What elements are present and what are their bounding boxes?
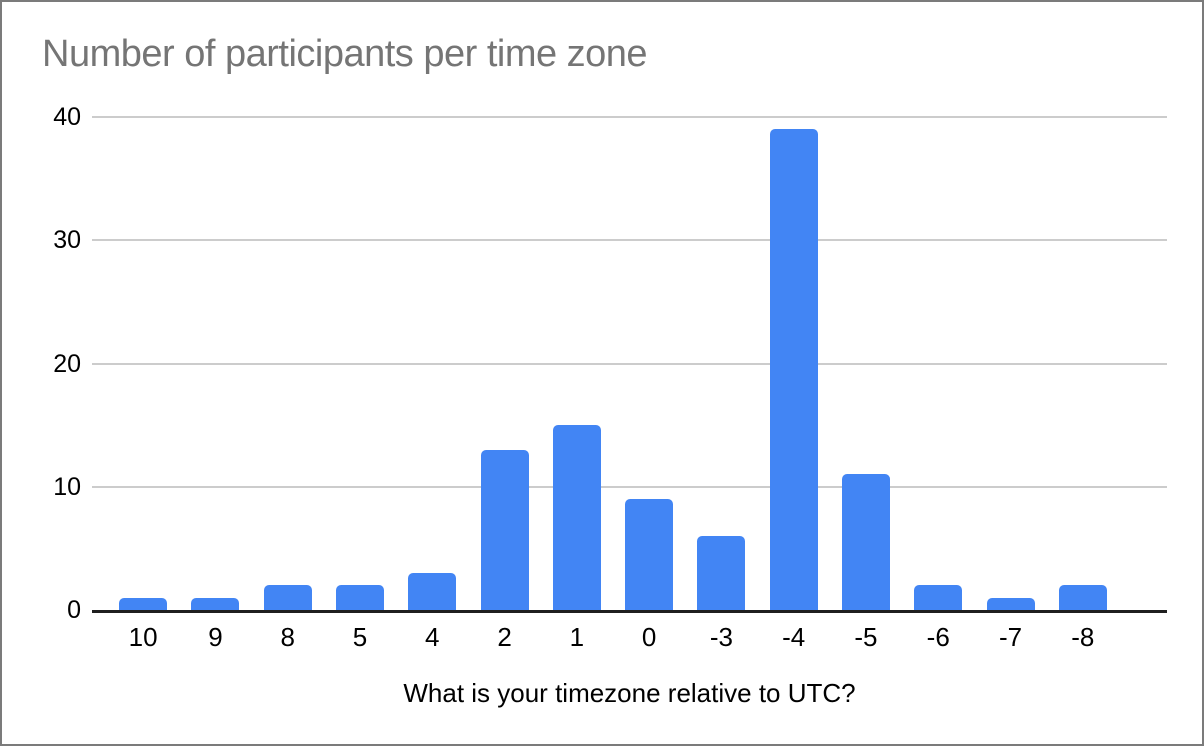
x-tick-label: -4 xyxy=(782,622,806,652)
bar-slot xyxy=(830,117,902,610)
x-tick-label: 4 xyxy=(425,622,440,652)
chart-title: Number of participants per time zone xyxy=(42,33,648,75)
bar xyxy=(408,573,457,610)
x-tick-label: -3 xyxy=(709,622,733,652)
y-tick-label: 40 xyxy=(53,103,81,131)
bar xyxy=(914,585,963,610)
bar-slot xyxy=(685,117,757,610)
bar-slot xyxy=(179,117,251,610)
bar xyxy=(119,597,168,610)
bar-slot xyxy=(1047,117,1119,610)
bar xyxy=(335,585,384,610)
bar-slot xyxy=(974,117,1046,610)
y-tick-label: 0 xyxy=(67,596,81,624)
x-tick-label: 10 xyxy=(128,622,158,652)
x-tick-label: 5 xyxy=(352,622,368,652)
bar-slot xyxy=(396,117,468,610)
x-tick-label: 9 xyxy=(208,622,223,652)
x-axis-tick-labels: 10 9 8 5 4 2 1 0 -3 -4 -5 -6 -7 -8 xyxy=(107,622,1119,652)
bar xyxy=(552,425,601,610)
bar xyxy=(986,597,1035,610)
bar-slot xyxy=(468,117,540,610)
bars-band xyxy=(107,117,1119,610)
gridline xyxy=(92,239,1167,242)
gridline xyxy=(92,362,1167,365)
gridline xyxy=(92,116,1167,118)
gridline xyxy=(92,485,1167,488)
bar xyxy=(841,474,890,610)
bar-slot xyxy=(252,117,324,610)
x-tick-label: 0 xyxy=(641,622,657,652)
y-tick-label: 30 xyxy=(53,226,81,255)
bar xyxy=(697,536,746,610)
y-tick-label: 20 xyxy=(53,349,81,378)
plot-area xyxy=(92,116,1167,610)
bar-slot xyxy=(324,117,396,610)
x-tick-label: -5 xyxy=(854,622,878,652)
bar xyxy=(263,585,312,610)
bar xyxy=(625,499,674,610)
bar xyxy=(769,129,818,610)
bar-slot xyxy=(902,117,974,610)
bar-slot xyxy=(107,117,179,610)
bar xyxy=(1058,585,1107,610)
x-tick-label: 1 xyxy=(569,622,585,652)
y-tick-label: 10 xyxy=(53,472,81,501)
x-tick-label: -8 xyxy=(1071,622,1095,652)
bar-slot xyxy=(613,117,685,610)
bar-slot xyxy=(758,117,830,610)
bar-slot xyxy=(541,117,613,610)
y-axis-tick-labels: 0 10 20 30 40 xyxy=(2,103,81,624)
x-axis-title: What is your timezone relative to UTC? xyxy=(403,678,856,708)
x-tick-label: 8 xyxy=(280,622,295,652)
x-tick-label: -6 xyxy=(926,622,950,652)
x-tick-label: 2 xyxy=(497,622,512,652)
bar xyxy=(480,449,529,610)
bar xyxy=(191,597,240,610)
x-axis-line xyxy=(92,610,1167,613)
x-tick-label: -7 xyxy=(998,622,1023,652)
